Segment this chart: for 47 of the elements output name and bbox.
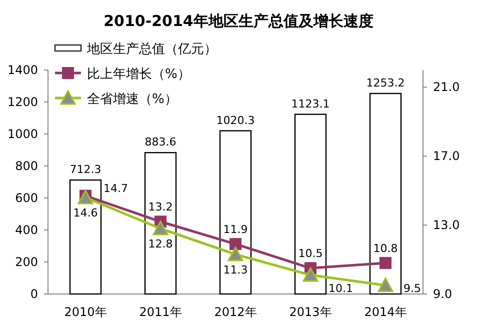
legend-label: 地区生产总值（亿元） [86,42,217,57]
point [230,238,242,250]
data-label: 10.5 [298,247,323,260]
bar [144,152,177,295]
y-tick-label: 1400 [7,63,38,77]
data-label: 1020.3 [216,114,255,127]
x-tick-label: 2013年 [289,305,332,319]
y-tick-label: 800 [15,159,38,173]
title: 2010-2014年地区生产总值及增长速度 [104,12,374,30]
data-label: 712.3 [70,163,102,176]
data-label: 11.3 [223,263,248,276]
data-label: 11.9 [223,223,248,236]
data-label: 10.1 [328,282,353,295]
y-tick-label: 1000 [7,127,38,141]
data-label: 14.6 [73,206,98,220]
x-tick-label: 2012年 [214,305,257,319]
data-label: 1253.2 [366,76,405,90]
data-label: 13.2 [148,200,173,214]
x-tick-label: 2014年 [364,305,407,319]
point [378,278,394,292]
legend-label: 比上年增长（%） [87,67,190,82]
data-label: 14.7 [104,182,128,195]
data-label: 10.8 [373,242,398,255]
y-tick-label: 400 [15,223,38,237]
data-label: 1123.1 [291,97,330,110]
y-tick-label: 600 [15,191,38,205]
y2-tick-label: 17.0 [433,149,460,164]
point [380,256,392,269]
data-label: 12.8 [148,238,173,251]
y-tick-label: 200 [15,255,38,269]
y2-tick-label: 9.0 [433,287,452,301]
y2-tick-label: 21.0 [433,80,460,94]
bar [69,179,102,295]
point [152,220,168,236]
point [302,267,318,282]
data-label: 9.5 [404,282,421,295]
y-tick-label: 0 [30,287,38,301]
bar [294,114,327,295]
legend-label: 全省增速（%） [87,92,178,107]
bar [369,92,402,295]
x-tick-label: 2010年 [64,305,107,319]
point [228,246,244,262]
y-tick-label: 1200 [7,95,38,109]
data-label: 883.6 [144,136,176,149]
bar [219,130,252,295]
y2-tick-label: 13.0 [433,218,460,232]
x-tick-label: 2011年 [139,305,182,319]
